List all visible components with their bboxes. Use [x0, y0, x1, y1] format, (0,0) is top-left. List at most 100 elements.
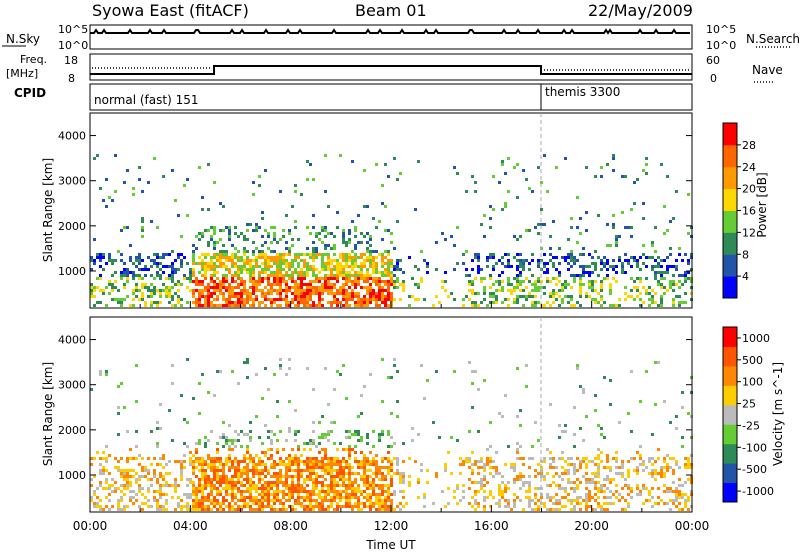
velocity-cell [192, 502, 195, 505]
velocity-cell [114, 466, 117, 469]
velocity-cell [96, 505, 99, 508]
velocity-cell [480, 478, 483, 481]
power-cell [516, 196, 519, 199]
velocity-cell [291, 487, 294, 490]
velocity-cell [363, 454, 366, 457]
velocity-cell [678, 484, 681, 487]
velocity-cell [237, 481, 240, 484]
velocity-cell [243, 457, 246, 460]
power-cell [315, 232, 318, 235]
velocity-cell [171, 439, 174, 442]
velocity-cell [240, 445, 243, 448]
power-cell [90, 256, 93, 259]
velocity-cell [300, 487, 303, 490]
power-cell [555, 283, 558, 286]
power-cell [162, 175, 165, 178]
velocity-cell [603, 502, 606, 505]
power-cell [687, 259, 690, 262]
velocity-cell [474, 508, 477, 511]
velocity-cell [120, 469, 123, 472]
velocity-cell [516, 478, 519, 481]
velocity-cell [453, 496, 456, 499]
power-cell [600, 280, 603, 283]
velocity-cell [366, 436, 369, 439]
velocity-cell [222, 487, 225, 490]
velocity-cell [585, 502, 588, 505]
velocity-cell [150, 463, 153, 466]
power-cell [297, 289, 300, 292]
power-cell [141, 235, 144, 238]
velocity-cell [630, 370, 633, 373]
power-cell [474, 277, 477, 280]
velocity-cell [627, 487, 630, 490]
velocity-cell [333, 484, 336, 487]
power-cell [303, 271, 306, 274]
velocity-cell [687, 457, 690, 460]
power-cell [501, 160, 504, 163]
power-cell [249, 280, 252, 283]
velocity-cell [462, 496, 465, 499]
power-cell [609, 244, 612, 247]
velocity-cell [384, 502, 387, 505]
velocity-cell [408, 475, 411, 478]
power-cell [336, 265, 339, 268]
velocity-cell [594, 475, 597, 478]
power-cell [276, 241, 279, 244]
velocity-cell [561, 472, 564, 475]
power-cell [366, 271, 369, 274]
cpid-mode-themis: themis 3300 [545, 85, 620, 99]
velocity-cell [309, 442, 312, 445]
velocity-cell [366, 484, 369, 487]
velocity-cell [558, 475, 561, 478]
velocity-cell [204, 505, 207, 508]
power-cell [528, 262, 531, 265]
velocity-cell [345, 490, 348, 493]
power-cell [306, 160, 309, 163]
velocity-cell [306, 505, 309, 508]
power-cell [222, 229, 225, 232]
power-cell [318, 280, 321, 283]
velocity-cell [153, 457, 156, 460]
power-cell [348, 256, 351, 259]
velocity-cell [162, 475, 165, 478]
velocity-cell [255, 373, 258, 376]
power-cell [375, 277, 378, 280]
power-ytick-label-0: 1000 [58, 265, 86, 278]
power-cell [642, 202, 645, 205]
velocity-cell [204, 481, 207, 484]
power-cell [345, 265, 348, 268]
power-cell [498, 274, 501, 277]
velocity-cell [351, 481, 354, 484]
velocity-cell [216, 457, 219, 460]
power-cell [444, 280, 447, 283]
power-cell [564, 157, 567, 160]
velocity-cell [243, 484, 246, 487]
power-cell [315, 280, 318, 283]
power-cell [516, 163, 519, 166]
velocity-cell [267, 490, 270, 493]
velocity-cell [120, 508, 123, 511]
power-cell [324, 274, 327, 277]
velocity-cell [246, 376, 249, 379]
velocity-cell [378, 469, 381, 472]
velocity-cell [276, 448, 279, 451]
power-cell [606, 262, 609, 265]
freq-tick-top: 18 [64, 54, 78, 67]
velocity-cell [435, 475, 438, 478]
velocity-cell [366, 442, 369, 445]
velocity-cell [378, 487, 381, 490]
power-cell [567, 295, 570, 298]
velocity-cell [402, 442, 405, 445]
power-cell [345, 304, 348, 307]
power-cell [159, 292, 162, 295]
velocity-cell [381, 457, 384, 460]
velocity-cell [261, 493, 264, 496]
velocity-cell [549, 463, 552, 466]
velocity-cell [228, 487, 231, 490]
power-cell [198, 295, 201, 298]
velocity-cell [249, 493, 252, 496]
velocity-cell [90, 388, 93, 391]
power-cell [669, 253, 672, 256]
power-cell [99, 265, 102, 268]
